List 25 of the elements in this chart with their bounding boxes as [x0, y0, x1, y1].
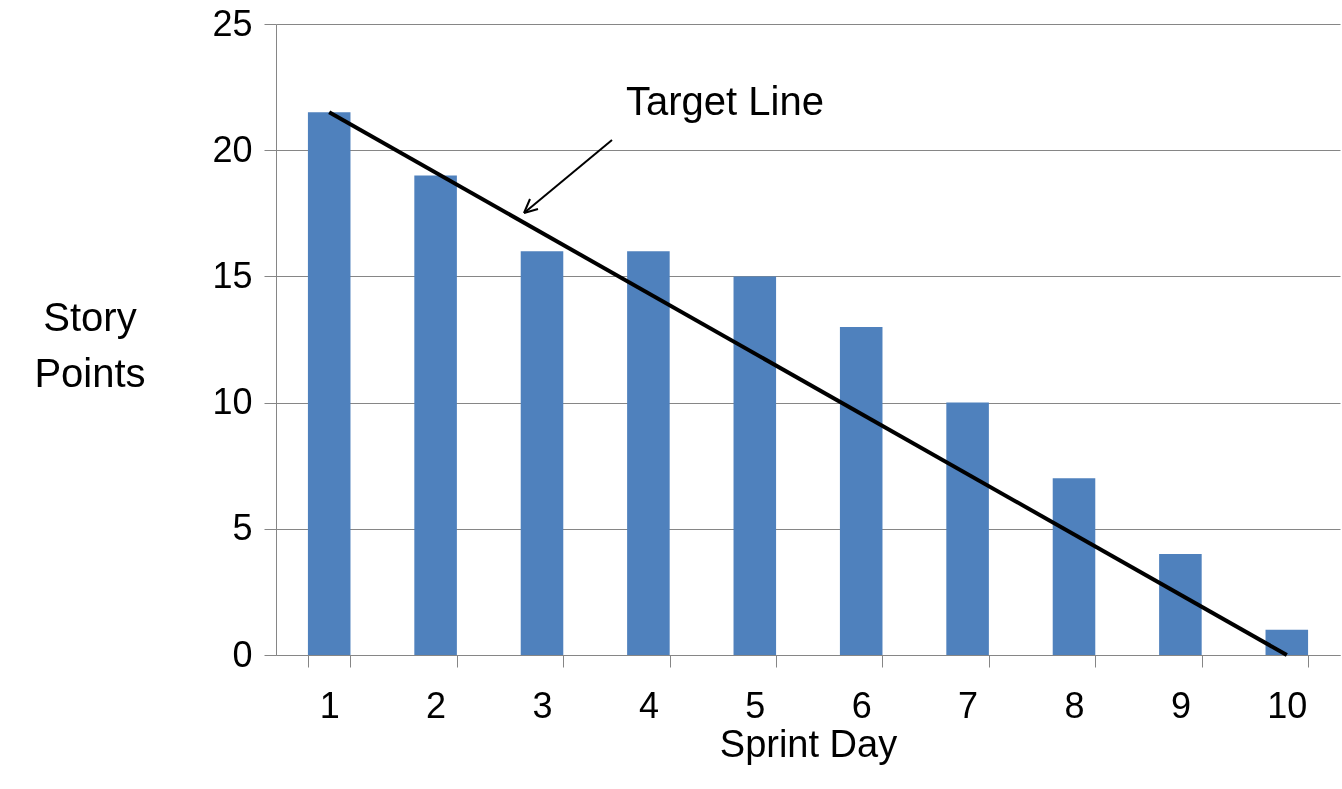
x-tick-label: 8: [1064, 684, 1085, 726]
y-axis-title: Story Points: [34, 295, 146, 395]
x-tick-label: 9: [1170, 684, 1191, 726]
bar: [307, 112, 351, 655]
bar: [414, 175, 457, 655]
y-tick-label: 15: [212, 254, 253, 296]
x-tick-label: 1: [319, 684, 340, 726]
y-tick-label: 0: [232, 633, 253, 675]
annotation: Target Line: [626, 79, 824, 123]
bar: [1052, 478, 1096, 655]
bar: [733, 276, 777, 655]
bar: [1159, 554, 1202, 655]
bar: [520, 251, 564, 655]
x-tick-label: 10: [1267, 684, 1308, 726]
bar: [627, 251, 670, 655]
x-tick-label: 7: [958, 684, 979, 726]
y-tick-label: 5: [232, 507, 253, 549]
x-tick-label: 3: [532, 684, 553, 726]
x-tick-label: 4: [638, 684, 659, 726]
x-tick-label: 2: [426, 684, 447, 726]
bar: [946, 402, 989, 655]
y-tick-label: 25: [212, 2, 253, 44]
bar: [839, 326, 883, 655]
y-tick-label: 10: [212, 381, 253, 423]
y-tick-label: 20: [212, 128, 253, 170]
